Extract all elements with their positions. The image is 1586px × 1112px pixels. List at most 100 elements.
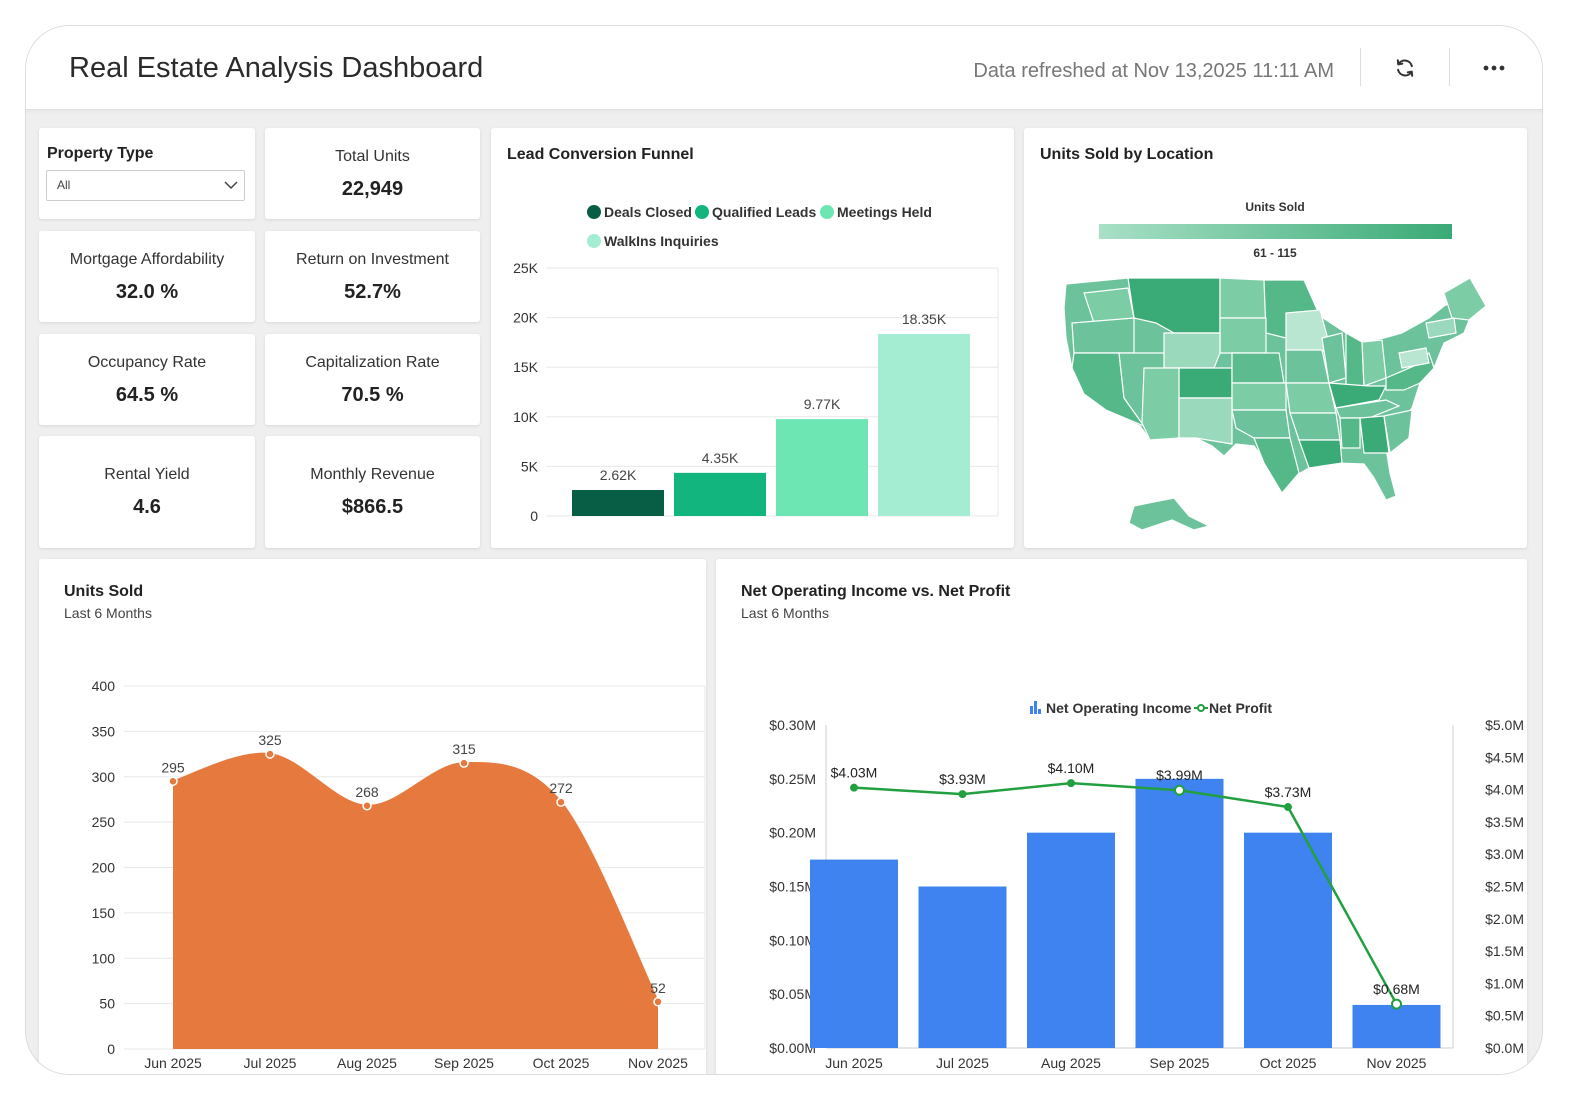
x-tick-label: Nov 2025 [1367,1055,1427,1071]
lead-conversion-funnel-card: Lead Conversion Funnel Deals Closed Quali… [491,128,1014,548]
data-label: $4.10M [1048,760,1095,776]
header-divider [1449,48,1450,86]
bar [1135,778,1224,1048]
map-legend-gradient [1099,224,1452,239]
kpi-label: Occupancy Rate [87,354,207,371]
panel-title: Units Sold [64,583,144,600]
data-point [1391,998,1402,1010]
y-tick-label: 350 [92,723,116,739]
kpi-label: Rental Yield [104,466,190,483]
data-point [556,797,566,807]
kpi-value: 32.0 % [115,281,179,303]
dashboard-frame: Real Estate Analysis Dashboard Data refr… [25,25,1543,1075]
y-tick-label: 0 [107,1041,115,1057]
bar [1244,832,1332,1048]
bar [878,333,970,516]
header-bar: Real Estate Analysis Dashboard Data refr… [26,26,1542,110]
y-tick-label: 200 [92,860,116,876]
kpi-value: 4.6 [133,496,161,518]
y-left-tick-label: $0.30M [769,717,816,733]
x-tick-label: Oct 2025 [1260,1055,1317,1071]
x-tick-label: Sep 2025 [1150,1055,1210,1071]
data-label: 52 [650,980,666,996]
x-tick-label: Nov 2025 [628,1055,688,1071]
y-right-tick-label: $4.0M [1485,782,1524,798]
y-right-tick-label: $2.0M [1485,911,1524,927]
location-map: Units Sold 61 - 115 [1063,200,1487,531]
legend-label: Meetings Held [837,204,932,220]
units-sold-card: Units Sold Last 6 Months 0 50 100 150 200 250… [39,559,706,1074]
data-point [958,790,967,799]
y-tick-label: 100 [92,950,116,966]
kpi-value: $866.5 [341,496,404,518]
legend-bar-icon [1038,709,1041,714]
property-type-filter-card: Property Type All [39,128,255,219]
y-left-tick-label: $0.15M [769,879,816,895]
y-tick-label: 20K [513,310,539,326]
units-sold-chart: 0 50 100 150 200 250 300 350 400 295 325 268 315 272 5… [92,678,706,1071]
panel-title: Lead Conversion Funnel [507,146,694,163]
map-legend-range: 61 - 115 [1253,246,1297,260]
x-tick-label: Aug 2025 [1041,1055,1101,1071]
kpi-label: Monthly Revenue [310,466,435,483]
data-label: 295 [161,759,185,775]
bar [810,859,898,1048]
dropdown-value: All [57,178,71,192]
property-type-dropdown[interactable]: All [46,170,245,201]
refresh-timestamp: Data refreshed at Nov 13,2025 11:11 AM [973,60,1334,82]
data-label: 315 [452,741,476,757]
panel-title: Units Sold by Location [1040,146,1214,163]
usa-map [1063,277,1487,531]
kpi-label: Return on Investment [296,251,449,268]
x-tick-label: Sep 2025 [434,1055,494,1071]
kpi-rental-yield: Rental Yield 4.6 [39,436,255,548]
data-label: 268 [355,784,379,800]
page-title: Real Estate Analysis Dashboard [69,52,484,84]
x-tick-label: Jun 2025 [144,1055,202,1071]
data-point [850,783,858,792]
refresh-button[interactable] [1387,52,1423,84]
y-right-tick-label: $5.0M [1485,717,1524,733]
bar [1027,832,1115,1048]
legend-label: Net Profit [1209,700,1272,716]
kpi-value: 70.5 % [341,384,404,406]
kpi-capitalization-rate: Capitalization Rate 70.5 % [265,334,480,425]
y-tick-label: 150 [92,905,116,921]
y-tick-label: 50 [99,996,115,1012]
kpi-monthly-revenue: Monthly Revenue $866.5 [265,436,480,548]
y-tick-label: 15K [513,359,539,375]
y-left-tick-label: $0.00M [769,1040,816,1056]
kpi-occupancy-rate: Occupancy Rate 64.5 % [39,334,255,425]
bar [572,490,664,516]
noi-vs-profit-card: Net Operating Income vs. Net Profit Last… [716,559,1527,1074]
bar [1352,1004,1441,1048]
data-label: 9.77K [804,396,841,412]
noi-chart: Net Operating Income Net Profit $0.00M $0.0… [769,700,1524,1071]
data-label: 4.35K [702,450,739,466]
kpi-total-units: Total Units 22,949 [265,128,480,219]
data-point [265,749,275,759]
y-tick-label: 10K [513,409,539,425]
kpi-value: 64.5 % [115,384,179,406]
bar [776,419,868,516]
x-tick-label: Jun 2025 [825,1055,883,1071]
kpi-label: Capitalization Rate [305,354,440,371]
net-profit-line [853,781,1398,1005]
legend-line-icon [1197,704,1205,712]
y-right-tick-label: $3.0M [1485,846,1524,862]
bar [918,886,1007,1048]
y-left-tick-label: $0.25M [769,771,816,787]
y-left-tick-label: $0.20M [769,825,816,841]
more-options-button[interactable] [1476,52,1512,84]
data-point [1067,779,1075,788]
legend-swatch [695,205,709,219]
refresh-icon [1396,59,1414,77]
panel-subtitle: Last 6 Months [741,605,829,621]
y-tick-label: 250 [92,814,116,830]
x-tick-label: Oct 2025 [533,1055,590,1071]
y-tick-label: 25K [513,260,539,276]
legend-label: WalkIns Inquiries [604,233,719,249]
data-label: $0.68M [1373,981,1420,997]
data-label: $3.93M [939,771,986,787]
kpi-label: Total Units [335,148,410,165]
